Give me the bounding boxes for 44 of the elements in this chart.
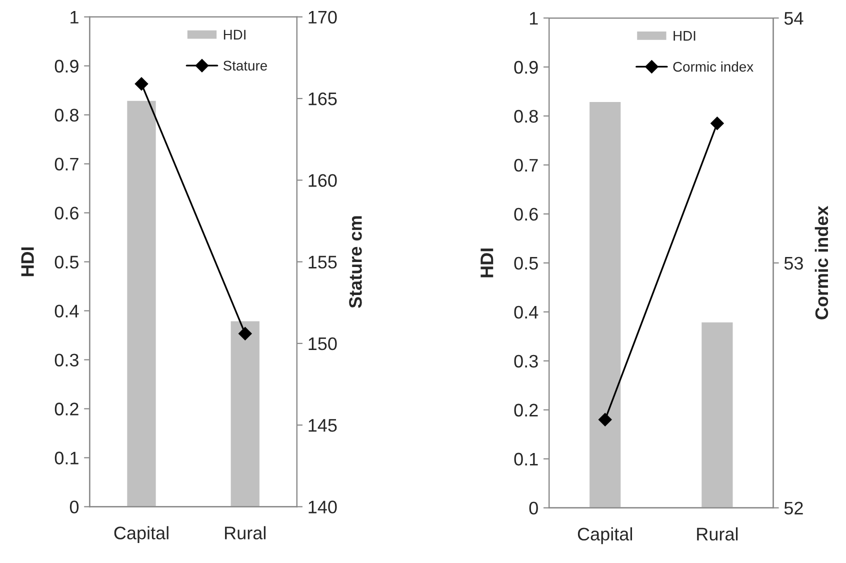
legend-label: HDI [224, 30, 246, 40]
y-tick-label: 0.3 [514, 354, 538, 368]
y2-tick-label: 54 [784, 12, 804, 25]
x-tick-label: Rural [225, 526, 266, 540]
y-axis-title: HDI [21, 247, 34, 276]
y2-axis-title: Stature cm [349, 216, 362, 308]
y-tick-label: 0.2 [54, 402, 78, 416]
y-tick-label: 0.9 [514, 60, 538, 74]
y-tick-label: 0.6 [54, 206, 78, 220]
y2-tick-label: 165 [308, 92, 337, 106]
y-axis-title: HDI [480, 248, 494, 278]
y-tick-label: 0.4 [514, 306, 538, 319]
y2-tick-label: 170 [308, 10, 337, 24]
y-tick-label: 0.1 [54, 452, 78, 464]
y-tick-label: 0.7 [514, 158, 538, 172]
y-tick-label: 1 [70, 11, 78, 24]
y2-tick-label: 150 [308, 337, 337, 350]
y2-axis-title: Cormic index [814, 206, 828, 320]
y-tick-label: 0 [529, 502, 538, 515]
y-tick-label: 0.8 [514, 110, 538, 123]
y2-tick-label: 155 [308, 256, 337, 269]
y-tick-label: 0.5 [514, 256, 538, 270]
y-tick-label: 0.2 [514, 404, 538, 417]
y-tick-label: 0.1 [514, 452, 538, 466]
y-tick-label: 0.5 [54, 256, 79, 269]
y-tick-label: 0.6 [514, 208, 538, 221]
legend-label: Cormic index [673, 62, 754, 72]
y2-tick-label: 160 [308, 174, 337, 187]
y2-tick-label: 53 [784, 256, 803, 270]
y-tick-label: 0.9 [54, 60, 78, 73]
y2-tick-label: 145 [308, 419, 337, 432]
y2-tick-label: 52 [784, 502, 803, 515]
y-tick-label: 1 [530, 12, 538, 25]
y-tick-label: 0.4 [54, 304, 79, 318]
legend-label: Stature [223, 60, 267, 71]
x-tick-label: Capital [578, 527, 632, 544]
y-tick-label: 0 [70, 500, 79, 514]
legend-label: HDI [674, 31, 696, 41]
y-tick-label: 0.3 [54, 354, 78, 366]
y2-tick-label: 140 [308, 500, 337, 514]
x-tick-label: Rural [697, 527, 738, 541]
x-tick-label: Capital [114, 526, 168, 543]
y-tick-label: 0.8 [54, 108, 78, 122]
y-tick-label: 0.7 [54, 158, 78, 171]
